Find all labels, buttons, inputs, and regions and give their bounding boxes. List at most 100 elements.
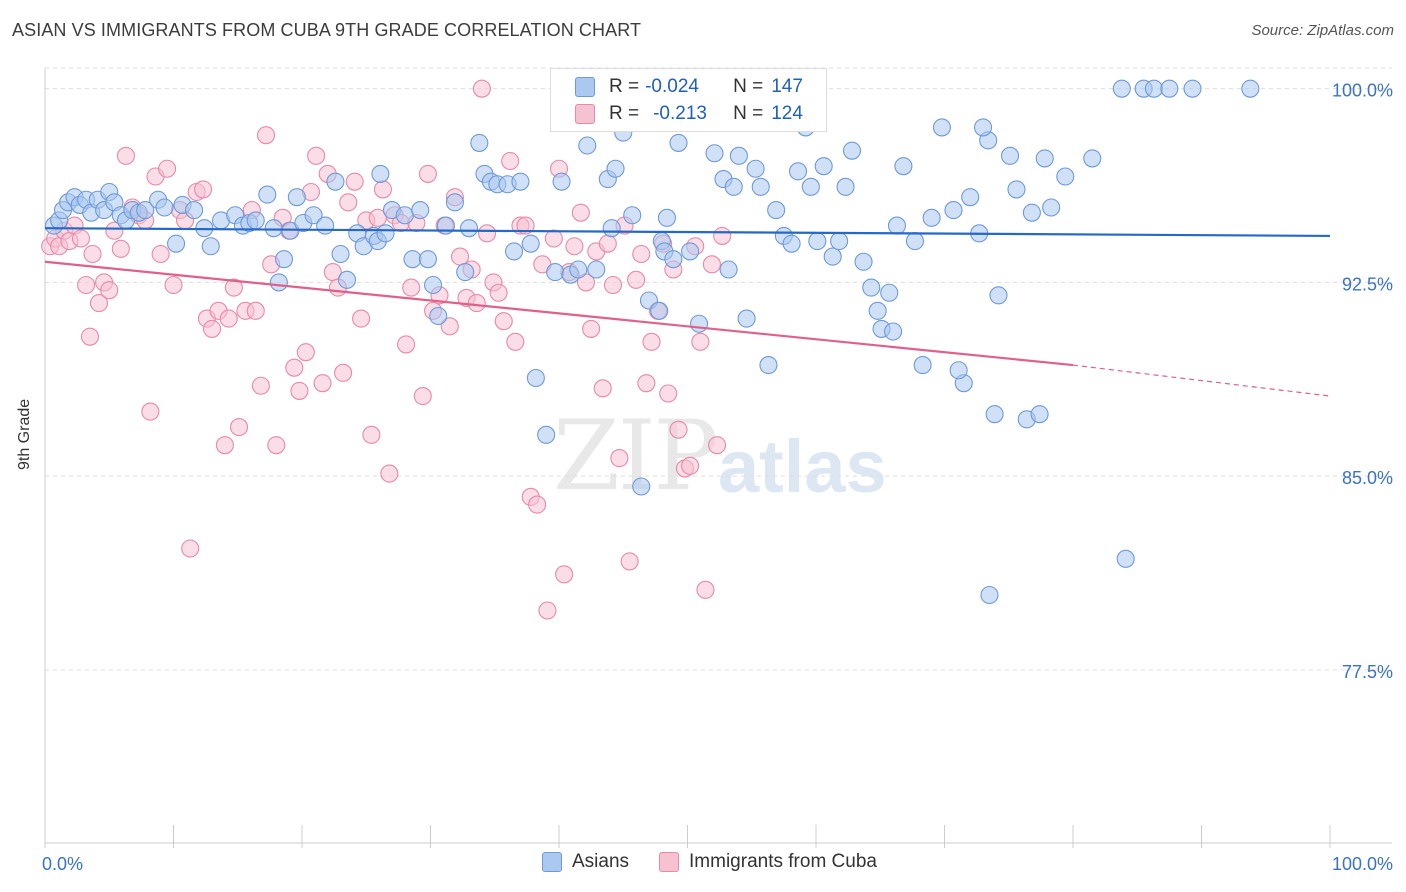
asians-point (264, 219, 283, 238)
cuba-point (164, 275, 183, 295)
asians-point (884, 322, 903, 341)
asians-point (1022, 203, 1041, 222)
asians-point (569, 260, 588, 279)
cuba-point (681, 456, 700, 475)
cuba-point (105, 221, 124, 240)
cuba-point (571, 203, 590, 222)
asians-point (155, 198, 174, 217)
cuba-point (544, 229, 563, 248)
cuba-point (116, 146, 136, 165)
asians-point (767, 201, 786, 220)
legend-item-asians[interactable]: Asians (542, 851, 629, 873)
cuba-point (418, 164, 437, 183)
asians-point (456, 263, 475, 282)
asians-point (395, 206, 414, 225)
asians-point (751, 177, 770, 196)
cuba-point (691, 332, 710, 351)
cuba-point (713, 226, 732, 245)
asians-point (470, 133, 489, 152)
asians-point (167, 234, 186, 253)
cuba-point (582, 319, 601, 338)
asians-point (836, 177, 855, 196)
cuba-point (246, 301, 265, 320)
asians-point (719, 260, 738, 279)
asians-point (326, 172, 345, 191)
cuba-point (467, 294, 486, 313)
cuba-point (151, 244, 170, 264)
cuba-point (659, 384, 678, 403)
cuba-point (77, 275, 96, 295)
asians-point (669, 133, 688, 152)
cuba-point (477, 224, 497, 243)
asians-point (371, 164, 390, 183)
asians-point (331, 244, 350, 264)
asians-point (664, 250, 683, 269)
legend-r-label: R = (609, 103, 640, 124)
asians-point (808, 232, 827, 251)
asians-point (862, 278, 881, 297)
asians-point (1083, 149, 1102, 168)
cuba-point (708, 436, 727, 455)
cuba-point (362, 425, 381, 444)
cuba-point (620, 552, 639, 571)
asians-legend-swatch (542, 852, 562, 872)
asians-point (1112, 79, 1131, 98)
cuba-trend-extension (1072, 364, 1331, 397)
cuba-legend-swatch (659, 852, 680, 872)
legend-n-value-asians: 147 (771, 76, 803, 97)
cuba-point (215, 436, 234, 455)
asians-point (537, 425, 556, 444)
asians-point (403, 250, 422, 269)
asians-point (287, 188, 306, 207)
series-legend: Asians Immigrants from Cuba (542, 851, 907, 873)
cuba-point (397, 335, 416, 354)
legend-row-cuba: R = -0.213 N = 124 (575, 101, 803, 127)
asians-point (511, 172, 530, 191)
legend-item-cuba[interactable]: Immigrants from Cuba (659, 851, 877, 873)
cuba-point (80, 327, 100, 346)
cuba-point (440, 317, 459, 336)
asians-point (552, 172, 571, 191)
asians-point (623, 206, 642, 225)
asians-point (961, 188, 980, 207)
asians-point (274, 250, 294, 269)
legend-label-cuba: Immigrants from Cuba (689, 851, 877, 872)
asians-point (1056, 167, 1075, 186)
asians-point (657, 208, 676, 227)
cuba-point (89, 294, 109, 313)
asians-point (316, 216, 335, 235)
cuba-point (472, 79, 491, 98)
asians-point (973, 118, 993, 137)
asians-point (1144, 79, 1164, 98)
cuba-point (627, 270, 646, 289)
cuba-point (339, 193, 358, 212)
asians-point (759, 356, 778, 375)
asians-point (980, 585, 999, 605)
cuba-point (256, 126, 276, 145)
cuba-point (158, 159, 177, 178)
cuba-point (290, 381, 309, 400)
cuba-point (111, 239, 130, 258)
asians-point (690, 314, 709, 333)
asians-point (1007, 180, 1026, 199)
cuba-point (669, 420, 688, 439)
legend-label-asians: Asians (572, 851, 630, 872)
asians-point (989, 286, 1008, 305)
cuba-point (494, 312, 513, 331)
cuba-point (501, 151, 520, 171)
cuba-point (194, 180, 213, 199)
asians-point (546, 263, 565, 282)
asians-point (376, 224, 395, 243)
asians-point (526, 368, 545, 388)
cuba-point (598, 234, 617, 253)
cuba-point (229, 418, 249, 437)
asians-point (868, 301, 887, 320)
asians-point (913, 356, 932, 375)
asians-point (304, 206, 323, 225)
asians-point (632, 477, 651, 496)
cuba-point (181, 539, 200, 558)
asians-point (949, 361, 968, 380)
cuba-point (696, 580, 715, 599)
asians-point (504, 242, 524, 261)
cuba-point (267, 436, 286, 455)
